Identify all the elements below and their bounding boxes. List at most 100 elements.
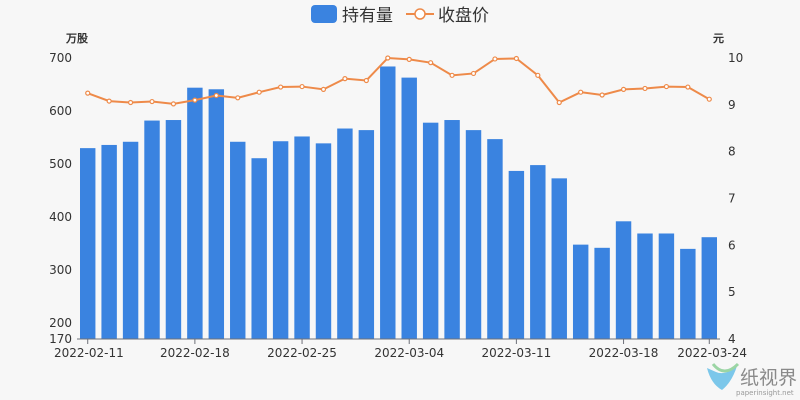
holdings-bar[interactable] bbox=[658, 233, 675, 339]
x-tick-label: 2022-02-25 bbox=[267, 346, 337, 360]
legend-bar-swatch bbox=[311, 5, 337, 23]
holdings-bar[interactable] bbox=[315, 143, 332, 339]
holdings-bar[interactable] bbox=[251, 158, 267, 339]
close-price-point[interactable] bbox=[342, 76, 348, 82]
holdings-bar[interactable] bbox=[487, 139, 503, 339]
holdings-bar[interactable] bbox=[701, 237, 717, 339]
watermark-logo-icon bbox=[707, 366, 737, 390]
holdings-bar[interactable] bbox=[594, 247, 610, 339]
close-price-series bbox=[85, 55, 712, 107]
close-price-point[interactable] bbox=[278, 84, 284, 90]
close-price-point[interactable] bbox=[127, 99, 134, 106]
watermark-subtext: paperinsight.net bbox=[736, 389, 794, 397]
holdings-bars bbox=[80, 66, 717, 340]
left-tick-label: 700 bbox=[49, 51, 72, 65]
holdings-bar[interactable] bbox=[615, 221, 632, 339]
right-tick-label: 8 bbox=[728, 145, 736, 159]
close-price-point[interactable] bbox=[513, 55, 519, 62]
close-price-point[interactable] bbox=[235, 95, 241, 101]
holdings-bar[interactable] bbox=[572, 244, 589, 339]
close-price-point[interactable] bbox=[149, 98, 155, 105]
holdings-bar[interactable] bbox=[380, 66, 396, 339]
holdings-bar[interactable] bbox=[422, 122, 439, 340]
right-tick-label: 5 bbox=[728, 285, 736, 299]
right-tick-label: 4 bbox=[728, 332, 736, 346]
close-price-point[interactable] bbox=[706, 96, 712, 102]
close-price-point[interactable] bbox=[556, 99, 562, 106]
left-axis-unit: 万股 bbox=[65, 32, 89, 45]
right-tick-label: 9 bbox=[728, 98, 736, 112]
right-tick-label: 10 bbox=[728, 51, 743, 65]
holdings-bar[interactable] bbox=[294, 136, 310, 339]
x-tick-label: 2022-03-04 bbox=[374, 346, 444, 360]
watermark-text: 纸视界 bbox=[740, 367, 797, 389]
legend-label-holdings: 持有量 bbox=[342, 6, 393, 26]
left-tick-label: 200 bbox=[49, 316, 72, 330]
legend-item-close-price[interactable]: 收盘价 bbox=[406, 6, 489, 26]
holdings-bar[interactable] bbox=[122, 141, 139, 339]
holdings-bar[interactable] bbox=[144, 120, 160, 339]
x-tick-label: 2022-02-18 bbox=[160, 346, 230, 360]
holdings-bar[interactable] bbox=[508, 170, 525, 339]
close-price-point[interactable] bbox=[685, 84, 691, 90]
holdings-bar[interactable] bbox=[358, 130, 375, 339]
close-price-point[interactable] bbox=[620, 86, 627, 92]
x-tick-label: 2022-03-24 bbox=[677, 346, 747, 360]
close-price-point[interactable] bbox=[320, 86, 327, 92]
close-price-point[interactable] bbox=[106, 98, 112, 104]
legend-label-close-price: 收盘价 bbox=[438, 6, 489, 26]
holdings-bar[interactable] bbox=[444, 120, 460, 339]
holdings-bar[interactable] bbox=[208, 89, 225, 339]
holdings-bar[interactable] bbox=[272, 141, 289, 339]
holdings-bar[interactable] bbox=[551, 178, 567, 339]
close-price-point[interactable] bbox=[642, 85, 648, 92]
close-price-point[interactable] bbox=[599, 92, 605, 98]
legend: 持有量 收盘价 bbox=[311, 5, 489, 26]
right-tick-label: 6 bbox=[728, 238, 736, 252]
holdings-bar[interactable] bbox=[230, 141, 246, 339]
close-price-point[interactable] bbox=[492, 56, 498, 62]
close-price-point[interactable] bbox=[213, 92, 219, 99]
legend-item-holdings[interactable]: 持有量 bbox=[311, 5, 393, 26]
close-price-point[interactable] bbox=[363, 77, 369, 84]
holdings-bar[interactable] bbox=[530, 165, 546, 339]
holdings-bar[interactable] bbox=[680, 248, 696, 339]
holdings-bar[interactable] bbox=[187, 87, 203, 339]
close-price-point[interactable] bbox=[578, 89, 584, 95]
close-price-point[interactable] bbox=[663, 83, 670, 90]
x-axis: 2022-02-11 2022-02-18 2022-02-25 2022-03-04… bbox=[54, 338, 747, 360]
close-price-point[interactable] bbox=[470, 70, 477, 77]
holdings-bar[interactable] bbox=[401, 77, 417, 340]
close-price-point[interactable] bbox=[192, 97, 198, 103]
left-tick-label: 170 bbox=[49, 332, 72, 346]
close-price-point[interactable] bbox=[449, 72, 455, 78]
right-tick-label: 7 bbox=[728, 192, 736, 206]
close-price-point[interactable] bbox=[170, 101, 177, 107]
left-tick-label: 600 bbox=[49, 104, 72, 118]
close-price-point[interactable] bbox=[428, 60, 434, 66]
close-price-point[interactable] bbox=[385, 55, 391, 61]
holdings-bar[interactable] bbox=[465, 130, 482, 339]
holdings-bar[interactable] bbox=[637, 233, 653, 339]
right-axis-unit: 元 bbox=[713, 32, 724, 45]
x-tick-label: 2022-03-18 bbox=[589, 346, 659, 360]
close-price-point[interactable] bbox=[299, 83, 305, 90]
left-tick-label: 400 bbox=[49, 210, 72, 224]
holdings-bar[interactable] bbox=[165, 120, 182, 339]
x-tick-label: 2022-03-11 bbox=[482, 346, 552, 360]
close-price-point[interactable] bbox=[406, 56, 412, 63]
close-price-point[interactable] bbox=[256, 89, 262, 95]
close-price-point[interactable] bbox=[535, 72, 541, 78]
watermark: 纸视界 paperinsight.net bbox=[707, 362, 797, 397]
left-axis-ticks: 170 200 300 400 500 600 700 bbox=[49, 51, 72, 346]
left-tick-label: 500 bbox=[49, 157, 72, 171]
right-axis-ticks: 4 5 6 7 8 9 10 bbox=[728, 51, 743, 346]
holdings-bar[interactable] bbox=[101, 144, 117, 339]
holdings-bar[interactable] bbox=[337, 128, 353, 339]
x-tick-label: 2022-02-11 bbox=[54, 346, 124, 360]
close-price-point[interactable] bbox=[85, 90, 91, 96]
watermark-logo-arc-icon bbox=[711, 362, 740, 373]
legend-line-marker bbox=[414, 8, 426, 20]
holdings-bar[interactable] bbox=[80, 148, 96, 339]
